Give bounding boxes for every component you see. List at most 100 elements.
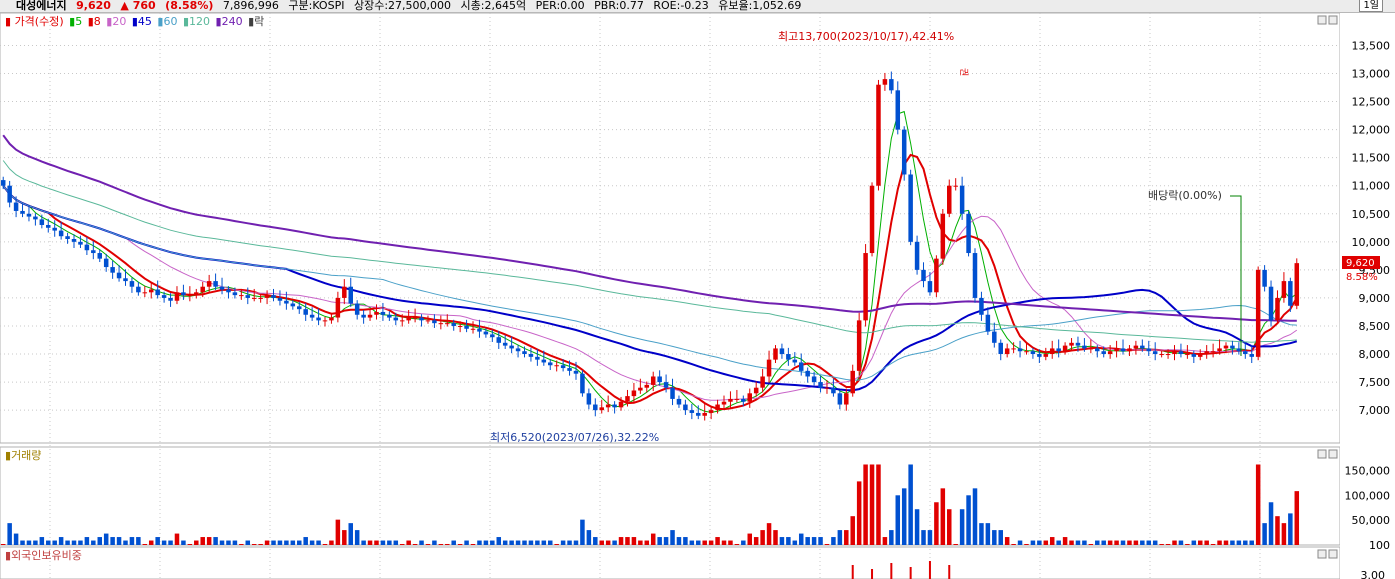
volume-bar [940, 488, 946, 545]
volume-bar [1011, 544, 1016, 545]
panel-close-button[interactable] [1328, 15, 1338, 25]
candle-body [399, 320, 405, 322]
legend-ma20: 20 [112, 15, 126, 28]
volume-bar [1249, 540, 1254, 545]
foreign-bar [851, 565, 854, 579]
dividend-marker-line [1230, 195, 1242, 356]
volume-bar [580, 519, 585, 545]
foreign-minimize-button[interactable] [1317, 549, 1327, 559]
candle-body [187, 295, 193, 297]
volume-bar [554, 544, 559, 545]
y-tick-label: 10,000 [1352, 236, 1391, 249]
candle-body [277, 297, 283, 301]
candle-body [1249, 354, 1254, 357]
candle-body [618, 401, 624, 408]
candle-body [451, 323, 456, 326]
legend-ma5: 5 [75, 15, 82, 28]
candle-body [721, 401, 727, 405]
volume-bar [509, 540, 514, 545]
candle-body [779, 348, 785, 355]
volume-bar [947, 509, 952, 545]
volume-bar [663, 537, 669, 545]
legend-marker-icon: ▮ [5, 15, 11, 28]
candle-body [20, 210, 25, 214]
candle-body [329, 317, 334, 321]
candle-body [206, 281, 212, 287]
volume-bar [979, 523, 984, 545]
volume-bar [895, 495, 901, 545]
candle-body [438, 323, 444, 325]
volume-minimize-button[interactable] [1317, 449, 1327, 459]
volume-bar [451, 540, 456, 545]
volume-bar [348, 523, 353, 545]
candle-body [573, 370, 579, 374]
candle-body [1172, 351, 1177, 355]
last-price-pct: 8.58% [1346, 272, 1378, 283]
volume-bar [908, 464, 913, 545]
candle-body [65, 236, 70, 240]
candle-body [419, 317, 424, 321]
candle-body [348, 286, 353, 304]
period-selector[interactable]: 1일 [1359, 0, 1383, 12]
candle-body [393, 317, 399, 321]
volume-bar [708, 540, 714, 545]
candle-body [155, 289, 160, 296]
foreign-bar [890, 563, 893, 579]
candle-body [7, 185, 12, 203]
volume-y-axis: 100 50,000 100,000 150,000 [1345, 464, 1391, 551]
foreign-close-button[interactable] [1328, 549, 1338, 559]
volume-bar [798, 533, 804, 545]
volume-bar [734, 544, 740, 545]
candle-body [1165, 354, 1171, 356]
volume-bar [271, 540, 276, 545]
candle-body [335, 297, 341, 318]
volume-bar [1024, 544, 1029, 545]
candle-body [792, 359, 798, 363]
volume-bar [438, 544, 444, 545]
volume-bar [264, 540, 270, 545]
candle-body [1133, 345, 1139, 349]
candle-body [361, 314, 366, 318]
ma-line-120 [2, 160, 1297, 343]
volume-close-button[interactable] [1328, 449, 1338, 459]
candle-body [425, 320, 431, 322]
volume-bar [792, 540, 798, 545]
volume-bar [863, 464, 868, 545]
volume-bar [1197, 540, 1203, 545]
volume-bar [425, 544, 431, 545]
volume-bar [1004, 537, 1010, 545]
candle-body [1107, 351, 1113, 355]
panel-minimize-button[interactable] [1317, 15, 1327, 25]
volume-bar [1236, 540, 1242, 545]
volume-bar [773, 530, 778, 545]
volume-bar [39, 537, 45, 545]
candle-body [374, 311, 379, 315]
volume-bar [1230, 540, 1235, 545]
price-legend: ▮ 가격(수정) ▮5 ▮8 ▮20 ▮45 ▮60 ▮120 ▮240 ▮락 [5, 15, 264, 28]
candle-body [689, 410, 695, 413]
candle-body [342, 286, 347, 298]
volume-bar [142, 544, 148, 545]
volume-bar [985, 523, 991, 545]
candle-body [869, 185, 875, 254]
candle-body [200, 286, 205, 293]
foreign-y-axis: 3.00 [1361, 569, 1386, 579]
volume-bar [97, 537, 103, 545]
volume-bar [1191, 540, 1197, 545]
candle-body [502, 342, 508, 346]
moving-average-lines [2, 110, 1298, 413]
candle-body [1178, 351, 1184, 355]
volume-bar [342, 530, 347, 545]
volume-bar [650, 533, 656, 545]
y-tick-label: 13,000 [1352, 67, 1391, 80]
volume-bar [631, 537, 637, 545]
market-cap: 시총:2,645억 [460, 0, 527, 12]
candle-body [26, 213, 32, 217]
stock-header: 대성에너지 9,620 ▲ 760 (8.58%) 7,896,996 구분:K… [0, 0, 1395, 13]
dividend-annotation: 배당락(0.00%) [1148, 189, 1222, 202]
legend-price-label: 가격(수정) [15, 15, 64, 28]
candle-body [1095, 348, 1100, 352]
volume-bar [200, 537, 205, 545]
volume-bar [116, 537, 122, 545]
volume-bar [1288, 513, 1293, 545]
